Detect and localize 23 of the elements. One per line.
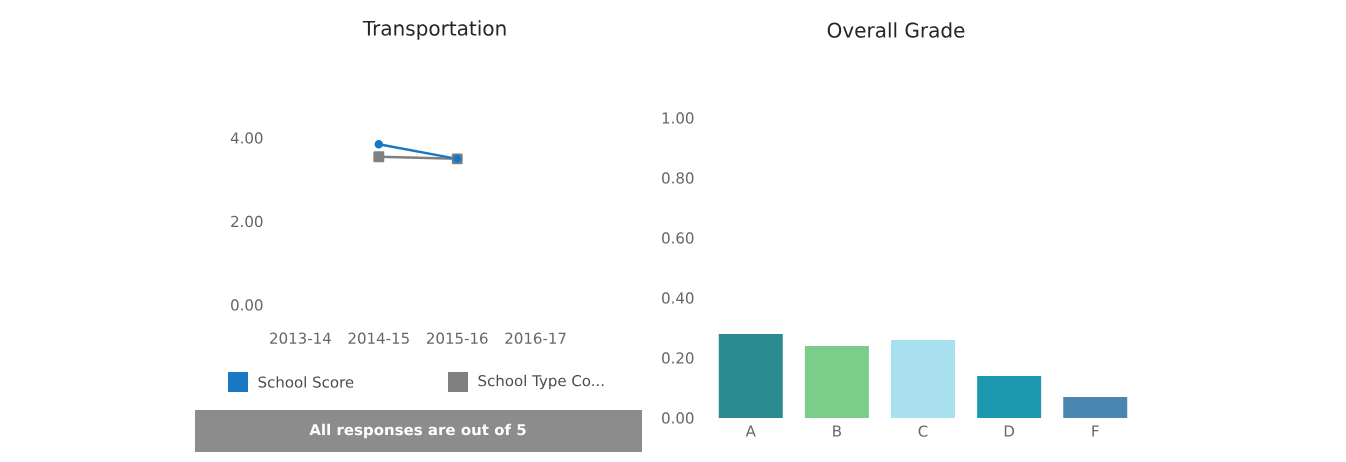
y-tick-label: 1.00 [662, 112, 694, 124]
y-tick-label: 0.60 [662, 232, 694, 244]
legend-label: School Type Co... [478, 374, 604, 390]
x-tick-label: 2016-17 [505, 332, 566, 344]
y-tick-label: 0.20 [662, 352, 694, 364]
text: All responses are out of 5 [309, 423, 526, 439]
y-tick-label: 0.00 [231, 299, 263, 311]
y-tick-label: 0.40 [662, 292, 694, 304]
x-tick-label: 2013-14 [270, 332, 331, 344]
legend-label: School Score [258, 376, 354, 388]
x-tick-label: D [1004, 425, 1015, 437]
x-tick-label: 2014-15 [348, 332, 409, 344]
chart-title: Overall Grade [827, 22, 965, 38]
y-tick-label: 0.00 [662, 412, 694, 424]
y-tick-label: 0.80 [662, 172, 694, 184]
x-tick-label: F [1092, 425, 1099, 437]
y-tick-label: 4.00 [230, 132, 263, 144]
x-tick-label: 2015-16 [426, 332, 488, 344]
x-tick-label: C [918, 425, 928, 437]
x-tick-label: B [833, 425, 841, 437]
chart-title: Transportation [362, 20, 506, 40]
y-tick-label: 2.00 [231, 215, 263, 228]
x-tick-label: A [745, 425, 756, 437]
